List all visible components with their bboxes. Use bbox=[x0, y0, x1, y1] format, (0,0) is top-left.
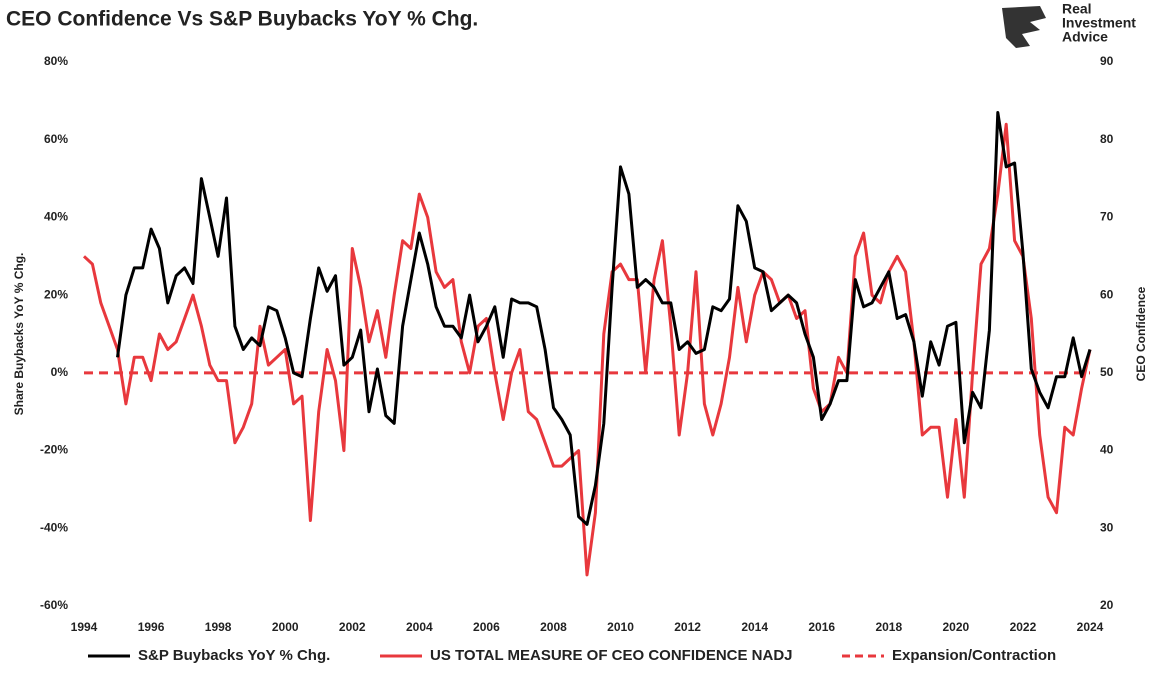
x-tick-label: 2008 bbox=[540, 620, 567, 634]
y2-tick-label: 90 bbox=[1100, 54, 1114, 68]
y-tick-label: -60% bbox=[40, 598, 68, 612]
x-tick-label: 2002 bbox=[339, 620, 366, 634]
legend-label: US TOTAL MEASURE OF CEO CONFIDENCE NADJ bbox=[430, 647, 793, 664]
y2-tick-label: 50 bbox=[1100, 365, 1114, 379]
y-tick-label: 60% bbox=[44, 132, 68, 146]
y2-tick-label: 70 bbox=[1100, 210, 1114, 224]
y2-tick-label: 80 bbox=[1100, 132, 1114, 146]
logo: Real Investment Advice bbox=[1002, 1, 1136, 48]
logo-text: Advice bbox=[1062, 29, 1108, 45]
data-line bbox=[82, 122, 1092, 577]
legend-label: S&P Buybacks YoY % Chg. bbox=[138, 647, 330, 664]
legend-label: Expansion/Contraction bbox=[892, 647, 1056, 664]
chart-title: CEO Confidence Vs S&P Buybacks YoY % Chg… bbox=[6, 8, 478, 31]
x-tick-label: 1996 bbox=[138, 620, 165, 634]
y-tick-label: 20% bbox=[44, 287, 68, 301]
y-axis-label: Share Buybacks YoY % Chg. bbox=[12, 253, 26, 416]
x-tick-label: 2024 bbox=[1077, 620, 1104, 634]
y-tick-label: 80% bbox=[44, 54, 68, 68]
y2-tick-label: 60 bbox=[1100, 287, 1114, 301]
y2-tick-label: 30 bbox=[1100, 520, 1114, 534]
x-tick-label: 2022 bbox=[1010, 620, 1037, 634]
x-tick-label: 2018 bbox=[875, 620, 902, 634]
x-tick-label: 1998 bbox=[205, 620, 232, 634]
x-tick-label: 2000 bbox=[272, 620, 299, 634]
y-tick-label: 0% bbox=[51, 365, 69, 379]
x-tick-label: 2010 bbox=[607, 620, 634, 634]
y2-tick-label: 40 bbox=[1100, 443, 1114, 457]
y2-axis-label: CEO Confidence bbox=[1134, 286, 1148, 381]
y-tick-label: -20% bbox=[40, 443, 68, 457]
y2-tick-label: 20 bbox=[1100, 598, 1114, 612]
y-tick-label: -40% bbox=[40, 520, 68, 534]
logo-text: Real bbox=[1062, 1, 1092, 17]
x-tick-label: 2020 bbox=[943, 620, 970, 634]
x-tick-label: 1994 bbox=[71, 620, 98, 634]
logo-icon bbox=[1002, 6, 1046, 48]
data-line bbox=[116, 111, 1092, 526]
x-tick-label: 2016 bbox=[808, 620, 835, 634]
x-tick-label: 2012 bbox=[674, 620, 701, 634]
x-tick-label: 2006 bbox=[473, 620, 500, 634]
x-tick-label: 2014 bbox=[741, 620, 768, 634]
x-tick-label: 2004 bbox=[406, 620, 433, 634]
logo-text: Investment bbox=[1062, 15, 1136, 31]
y-tick-label: 40% bbox=[44, 210, 68, 224]
